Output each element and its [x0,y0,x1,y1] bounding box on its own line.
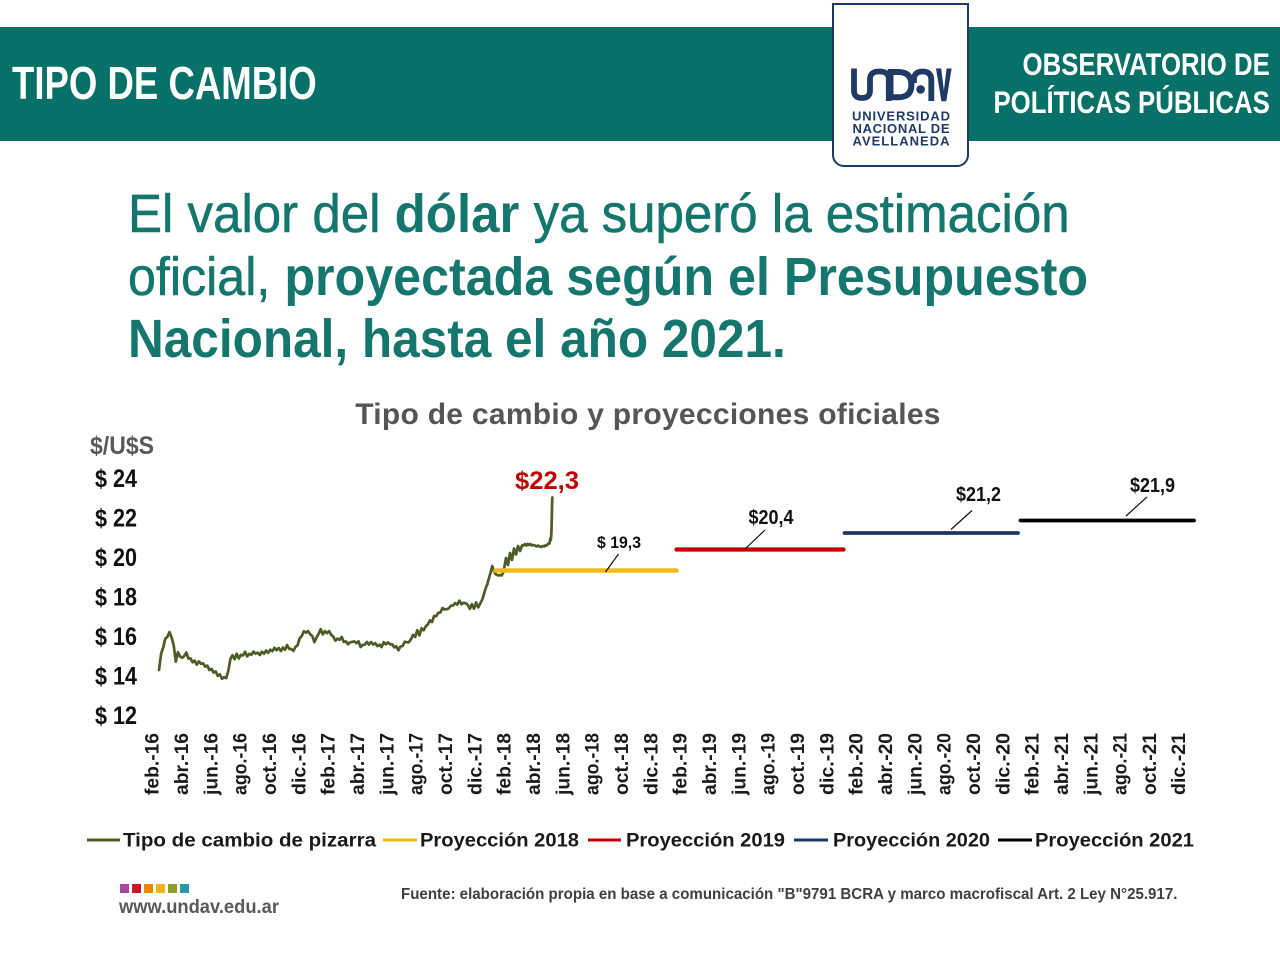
svg-text:ago.-19: ago.-19 [759,733,780,795]
svg-text:abr.-20: abr.-20 [876,733,897,795]
svg-text:oct.-16: oct.-16 [260,733,281,795]
svg-text:dic.-21: dic.-21 [1169,733,1190,795]
svg-text:abr.-21: abr.-21 [1052,733,1073,795]
svg-text:$ 19,3: $ 19,3 [597,533,641,552]
svg-text:ago.-17: ago.-17 [407,733,428,795]
svg-text:jun.-18: jun.-18 [553,733,574,796]
svg-text:dic.-18: dic.-18 [641,733,662,795]
svg-text:ago.-21: ago.-21 [1111,733,1132,795]
svg-text:$21,2: $21,2 [956,484,1001,506]
svg-text:jun.-20: jun.-20 [905,733,926,796]
svg-text:abr.-19: abr.-19 [700,733,721,795]
svg-text:$ 24: $ 24 [95,465,137,493]
svg-text:dic.-17: dic.-17 [465,733,486,795]
svg-text:NACIONAL DE: NACIONAL DE [853,121,950,136]
svg-text:$22,3: $22,3 [515,467,579,495]
svg-text:feb.-21: feb.-21 [1023,733,1044,795]
svg-text:feb.-20: feb.-20 [847,733,868,795]
svg-text:feb.-18: feb.-18 [495,733,516,795]
svg-text:$ 20: $ 20 [95,544,137,572]
svg-text:ago.-16: ago.-16 [231,733,252,795]
svg-text:jun.-19: jun.-19 [729,733,750,796]
svg-text:$ 16: $ 16 [95,623,137,651]
svg-text:$20,4: $20,4 [749,507,795,529]
svg-text:abr.-18: abr.-18 [524,733,545,795]
svg-text:abr.-16: abr.-16 [172,733,193,795]
svg-text:UNIVERSIDAD: UNIVERSIDAD [852,109,950,124]
svg-text:ago.-18: ago.-18 [583,733,604,795]
svg-text:dic.-19: dic.-19 [817,733,838,795]
svg-text:oct.-21: oct.-21 [1140,733,1161,795]
svg-text:ago.-20: ago.-20 [935,733,956,795]
svg-text:jun.-16: jun.-16 [201,733,222,796]
svg-text:$ 12: $ 12 [95,702,137,730]
svg-text:$/U$S: $/U$S [90,432,154,460]
svg-text:$ 18: $ 18 [95,584,137,612]
svg-text:oct.-19: oct.-19 [788,733,809,795]
svg-text:abr.-17: abr.-17 [348,733,369,795]
svg-text:dic.-20: dic.-20 [993,733,1014,795]
svg-text:jun.-17: jun.-17 [377,733,398,796]
svg-text:oct.-17: oct.-17 [436,733,457,795]
svg-text:Proyección 2021: Proyección 2021 [1035,831,1194,852]
svg-text:$ 22: $ 22 [95,505,137,533]
svg-text:feb.-19: feb.-19 [671,733,692,795]
svg-text:oct.-20: oct.-20 [964,733,985,795]
svg-text:feb.-16: feb.-16 [143,733,164,795]
svg-text:AVELLANEDA: AVELLANEDA [853,134,951,149]
svg-text:feb.-17: feb.-17 [319,733,340,795]
svg-text:jun.-21: jun.-21 [1081,733,1102,796]
svg-text:$21,9: $21,9 [1130,475,1175,497]
svg-text:oct.-18: oct.-18 [612,733,633,795]
svg-text:Proyección 2018: Proyección 2018 [420,831,579,852]
svg-text:dic.-16: dic.-16 [289,733,310,795]
svg-text:$ 14: $ 14 [95,663,137,691]
svg-text:Proyección 2019: Proyección 2019 [626,831,785,852]
svg-text:Tipo de cambio de pizarra: Tipo de cambio de pizarra [123,831,376,852]
svg-text:Proyección 2020: Proyección 2020 [833,831,990,852]
